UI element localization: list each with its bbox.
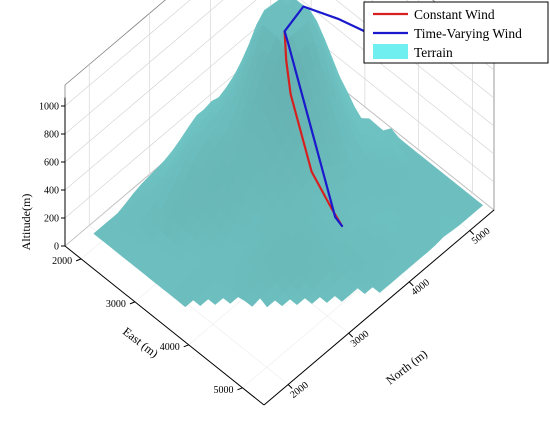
z-gridline [64,0,495,163]
y-tick-label: 4000 [409,277,432,298]
y-tick-label: 2000 [288,380,311,401]
path-time-varying-wind [283,5,368,228]
z-axis-label: Altitude(m) [19,194,33,251]
legend-label-time-varying-wind: Time-Varying Wind [414,26,522,41]
flight-paths [283,5,368,228]
axis-ticks: 0 200 400 600 800 1000 2000 3000 4000 5000 2000 300… [39,97,495,406]
z-tick-label: 0 [54,242,59,253]
terrain-cell [372,279,389,293]
x-tick-mark [75,258,82,262]
z-tick-label: 600 [44,158,59,169]
z-tick-label: 800 [44,130,59,141]
x-tick-mark [129,301,136,305]
legend-label-constant-wind: Constant Wind [414,7,495,22]
y-axis-label: North (m) [383,347,430,388]
z-tick-label: 200 [44,214,59,225]
x-tick-mark [237,387,243,391]
z-tick-label: 400 [44,186,59,197]
x-tick-label: 2000 [52,256,72,267]
legend-swatch-terrain [373,44,408,59]
north-axis-line [263,209,495,406]
y-tick-label: 5000 [470,226,493,247]
y-tick-mark [408,281,414,287]
axis-lines [64,97,495,406]
x-tick-label: 4000 [160,342,180,353]
z-gridline [64,0,495,191]
y-tick-mark [469,230,475,235]
x-tick-label: 3000 [106,299,126,310]
east-axis-line [64,245,265,406]
x-tick-label: 5000 [213,385,233,396]
x-tick-mark [183,344,189,348]
y-tick-mark [348,332,354,338]
legend-label-terrain: Terrain [414,45,453,60]
terrain-surface [93,0,484,308]
y-tick-mark [287,384,293,389]
y-tick-label: 3000 [349,329,372,350]
terrain-cell [334,288,351,302]
x-axis-label: East (m) [120,324,161,360]
legend: Constant Wind Time-Varying Wind Terrain [363,1,549,64]
z-tick-label: 1000 [39,102,59,113]
